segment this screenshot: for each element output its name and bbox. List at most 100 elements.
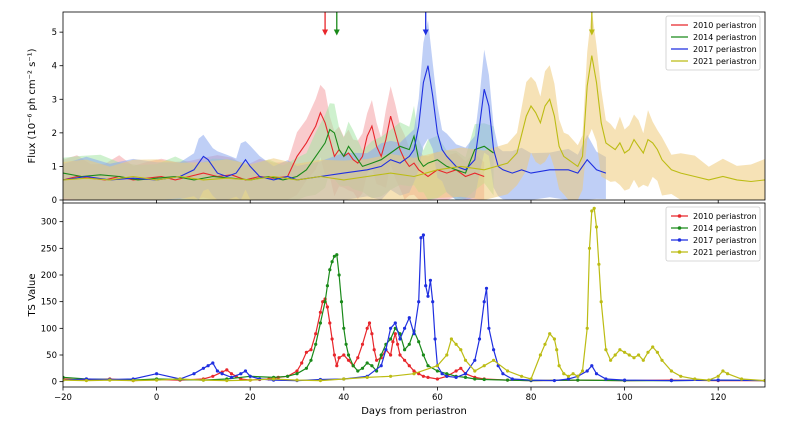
series-line-2014 — [63, 128, 494, 181]
point-2014 — [335, 253, 339, 257]
legend-bottom: 2010 periastron 2014 periastron 2017 peria… — [665, 206, 761, 262]
legend-label-2010: 2010 periastron — [693, 212, 757, 221]
point-2010 — [332, 353, 336, 357]
plot-area-top — [63, 12, 765, 200]
point-2017 — [206, 364, 210, 368]
bottom-panel: 0 50 100 150 200 250 300 −20 0 20 40 60 80 100 120 TS V… — [27, 202, 766, 417]
ylabel-bottom: TS Value — [27, 273, 38, 317]
point-2010 — [407, 364, 411, 368]
point-2014 — [407, 342, 411, 346]
point-2021 — [506, 369, 510, 373]
point-2017 — [487, 326, 491, 330]
point-2014 — [435, 369, 439, 373]
point-2010 — [229, 372, 234, 376]
point-2014 — [318, 321, 322, 325]
point-2014 — [389, 337, 393, 341]
point-2021 — [618, 348, 622, 352]
point-2017 — [220, 372, 224, 376]
ytick-label-top: 4 — [52, 62, 57, 72]
xtick-label-bottom: 40 — [338, 393, 349, 403]
point-2017 — [585, 369, 589, 373]
point-2021 — [248, 378, 252, 382]
point-2014 — [370, 364, 374, 368]
point-2014 — [295, 372, 299, 376]
point-2021 — [613, 353, 617, 357]
point-2017 — [419, 236, 423, 240]
point-2017 — [201, 366, 205, 370]
ytick-label-bottom: 200 — [41, 271, 57, 281]
series-line-2021 — [63, 55, 765, 183]
point-2010 — [335, 364, 339, 368]
legend-marker-2014 — [677, 226, 682, 230]
point-2010 — [426, 375, 430, 379]
point-2014 — [473, 377, 477, 381]
point-2021 — [445, 353, 449, 357]
point-2014 — [286, 374, 290, 378]
point-2010 — [459, 366, 463, 370]
point-2017 — [192, 372, 196, 376]
top-panel: 0 1 2 3 4 5 Flux (10⁻⁶ ph cm⁻² s⁻¹) 2010 perias… — [27, 11, 766, 206]
xtick-label-bottom: 120 — [710, 393, 726, 403]
series-line-2021 — [63, 206, 765, 382]
band-2021 — [63, 12, 765, 200]
point-2021 — [225, 379, 229, 383]
point-2010 — [367, 321, 372, 325]
point-2010 — [375, 358, 379, 362]
point-2014 — [506, 378, 510, 382]
xtick-label-bottom: −20 — [54, 393, 72, 403]
point-2021 — [538, 353, 543, 357]
point-2021 — [669, 369, 674, 373]
series-line-2010 — [63, 297, 765, 382]
legend-label-2017: 2017 periastron — [693, 45, 757, 54]
series-line-2014 — [63, 253, 765, 382]
point-2021 — [594, 225, 599, 229]
point-2021 — [295, 378, 299, 382]
legend-label-2021: 2021 periastron — [693, 248, 757, 257]
point-2017 — [473, 358, 477, 362]
point-2014 — [325, 284, 329, 288]
point-2021 — [679, 374, 683, 378]
axes-frame-top — [62, 11, 766, 201]
arrow-2017 — [422, 12, 429, 36]
point-2017 — [398, 337, 402, 341]
point-2014 — [417, 340, 421, 344]
point-2017 — [243, 369, 248, 373]
point-2017 — [492, 348, 496, 352]
point-2021 — [548, 332, 552, 336]
point-2021 — [201, 378, 205, 382]
point-2010 — [300, 361, 304, 365]
point-2014 — [342, 326, 346, 330]
point-2021 — [155, 378, 159, 382]
point-2010 — [412, 369, 416, 373]
point-2014 — [339, 300, 344, 304]
point-2010 — [318, 310, 322, 314]
point-2014 — [482, 377, 486, 382]
point-2021 — [571, 372, 575, 376]
point-2017 — [239, 372, 243, 376]
series-line-2017 — [63, 65, 607, 181]
ytick-label-top: 1 — [52, 162, 57, 172]
point-2014 — [309, 358, 313, 362]
point-2021 — [693, 377, 697, 381]
legend-marker-2021 — [677, 250, 682, 254]
point-2010 — [309, 348, 313, 352]
point-2021 — [178, 377, 182, 381]
point-2021 — [604, 348, 608, 352]
point-2021 — [272, 377, 276, 381]
point-2021 — [660, 358, 664, 362]
ytick-label-bottom: 50 — [46, 351, 57, 361]
point-2021 — [84, 379, 88, 383]
point-2017 — [445, 374, 449, 378]
point-2021 — [707, 378, 711, 382]
point-2021 — [590, 209, 594, 213]
point-2010 — [304, 350, 308, 354]
point-2017 — [484, 286, 489, 290]
xtick-label-bottom: 100 — [616, 393, 632, 403]
point-2017 — [248, 374, 252, 378]
point-2017 — [623, 378, 627, 382]
point-2017 — [407, 316, 411, 320]
point-2017 — [477, 337, 482, 341]
point-2021 — [585, 326, 589, 330]
point-2014 — [323, 300, 327, 304]
point-2021 — [454, 342, 458, 346]
